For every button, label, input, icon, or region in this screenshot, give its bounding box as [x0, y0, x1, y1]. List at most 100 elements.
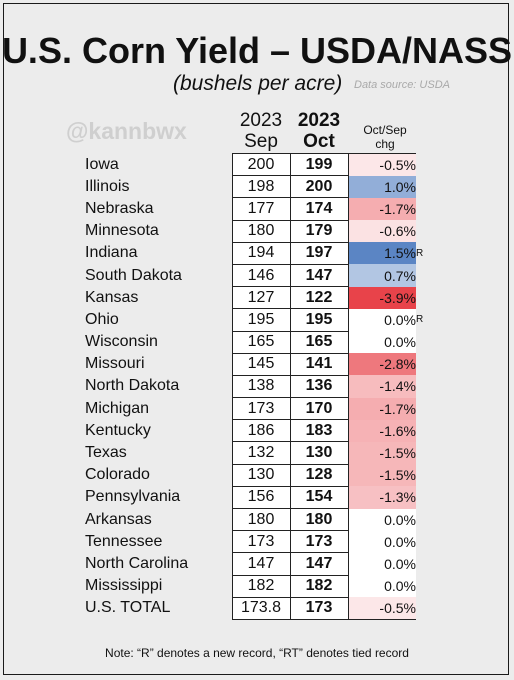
- table-row: Wisconsin 165 165 0.0%: [85, 330, 430, 354]
- oct-yield: 122: [289, 286, 349, 310]
- record-marker: [416, 464, 430, 486]
- change-pct: 1.5%: [347, 242, 416, 265]
- change-pct: 0.0%: [347, 530, 416, 553]
- sep-yield: 195: [231, 308, 291, 332]
- oct-yield: 183: [289, 419, 349, 443]
- record-marker: [416, 287, 430, 309]
- author-handle: @kannbwx: [66, 118, 187, 144]
- state-name: Arkansas: [85, 510, 152, 528]
- table-row: Colorado 130 128 -1.5%: [85, 463, 430, 487]
- change-pct: -1.7%: [347, 397, 416, 420]
- change-pct: 0.0%: [347, 331, 416, 354]
- oct-yield: 165: [289, 330, 349, 354]
- table-row: Texas 132 130 -1.5%: [85, 441, 430, 465]
- oct-yield: 170: [289, 397, 349, 421]
- table-row: Iowa 200 199 -0.5%: [85, 152, 430, 177]
- sep-yield: 180: [231, 219, 291, 243]
- page-title: U.S. Corn Yield – USDA/NASS: [1, 30, 513, 71]
- sep-yield: 173.8: [231, 596, 291, 620]
- oct-yield: 182: [289, 574, 349, 598]
- record-marker: [416, 264, 430, 286]
- sep-yield: 186: [231, 419, 291, 443]
- column-header-oct-month: Oct: [303, 131, 335, 152]
- table-row: North Carolina 147 147 0.0%: [85, 552, 430, 576]
- change-pct: -1.5%: [347, 464, 416, 487]
- change-pct: -0.6%: [347, 220, 416, 243]
- state-name: Ohio: [85, 310, 119, 328]
- change-pct: 0.0%: [347, 508, 416, 531]
- record-marker: [416, 220, 430, 242]
- oct-yield: 154: [289, 485, 349, 510]
- sep-yield: 173: [231, 397, 291, 421]
- oct-yield: 173: [289, 596, 349, 620]
- sep-yield: 147: [231, 552, 291, 576]
- state-name: Wisconsin: [85, 333, 158, 351]
- state-name: Kentucky: [85, 421, 151, 439]
- column-header-sep-month: Sep: [244, 131, 278, 152]
- sep-yield: 127: [231, 286, 291, 310]
- column-header-sep-year: 2023: [239, 110, 283, 131]
- sep-yield: 132: [231, 441, 291, 465]
- sep-yield: 156: [231, 485, 291, 510]
- change-pct: 0.0%: [347, 575, 416, 598]
- table-row: Tennessee 173 173 0.0%: [85, 530, 430, 554]
- sep-yield: 138: [231, 374, 291, 399]
- column-header-sep: 2023 Sep: [232, 110, 290, 152]
- record-marker: [416, 154, 430, 176]
- oct-yield: 128: [289, 463, 349, 487]
- table-row: Pennsylvania 156 154 -1.3%: [85, 485, 430, 510]
- state-name: Michigan: [85, 399, 150, 417]
- sep-yield: 130: [231, 463, 291, 487]
- change-pct: -2.8%: [347, 353, 416, 376]
- table-row: Illinois 198 200 1.0%: [85, 175, 430, 199]
- table-row: North Dakota 138 136 -1.4%: [85, 374, 430, 399]
- record-marker: [416, 442, 430, 464]
- change-pct: -1.3%: [347, 486, 416, 509]
- sep-yield: 180: [231, 507, 291, 532]
- sep-yield: 200: [231, 152, 291, 177]
- change-pct: -1.4%: [347, 375, 416, 398]
- data-source: Data source: USDA: [354, 79, 450, 91]
- change-pct: 1.0%: [347, 175, 416, 198]
- state-name: North Dakota: [85, 377, 180, 395]
- oct-yield: 136: [289, 374, 349, 399]
- record-marker: [416, 509, 430, 531]
- column-header-oct-year: 2023: [297, 110, 341, 131]
- sep-yield: 194: [231, 241, 291, 265]
- oct-yield: 174: [289, 197, 349, 221]
- oct-yield: 147: [289, 263, 349, 288]
- footnote: Note: “R” denotes a new record, “RT” den…: [105, 646, 409, 660]
- oct-yield: 197: [289, 241, 349, 265]
- table-row: Kentucky 186 183 -1.6%: [85, 419, 430, 443]
- record-marker: [416, 575, 430, 597]
- state-name: Pennsylvania: [85, 488, 181, 506]
- table-row: Arkansas 180 180 0.0%: [85, 507, 430, 532]
- oct-yield: 199: [289, 152, 349, 177]
- oct-yield: 195: [289, 308, 349, 332]
- table-row: Michigan 173 170 -1.7%: [85, 397, 430, 421]
- table-row: South Dakota 146 147 0.7%: [85, 263, 430, 288]
- table-row: Kansas 127 122 -3.9%: [85, 286, 430, 310]
- record-marker: [416, 553, 430, 575]
- oct-yield: 200: [289, 175, 349, 199]
- table-row: U.S. TOTAL 173.8 173 -0.5%: [85, 596, 430, 620]
- yield-table: Iowa 200 199 -0.5% Illinois 198 200 1.0% Nebrask…: [85, 152, 430, 620]
- record-marker: [416, 176, 430, 198]
- change-pct: -0.5%: [347, 152, 416, 176]
- change-pct: 0.7%: [347, 264, 416, 287]
- oct-yield: 179: [289, 219, 349, 243]
- record-marker: [416, 198, 430, 220]
- state-name: Nebraska: [85, 199, 154, 217]
- sep-yield: 145: [231, 352, 291, 376]
- change-pct: -0.5%: [347, 597, 416, 620]
- state-name: Tennessee: [85, 532, 163, 550]
- state-name: South Dakota: [85, 266, 182, 284]
- column-header-change: Oct/Sep chg: [351, 123, 419, 151]
- record-marker: R: [416, 314, 424, 326]
- units-subtitle: (bushels per acre): [173, 72, 343, 95]
- record-marker: R: [416, 247, 424, 259]
- yield-table-body: Iowa 200 199 -0.5% Illinois 198 200 1.0% Nebrask…: [85, 152, 430, 620]
- table-row: Mississippi 182 182 0.0%: [85, 574, 430, 598]
- table-row: Indiana 194 197 1.5% R: [85, 241, 430, 265]
- record-marker: [416, 597, 430, 619]
